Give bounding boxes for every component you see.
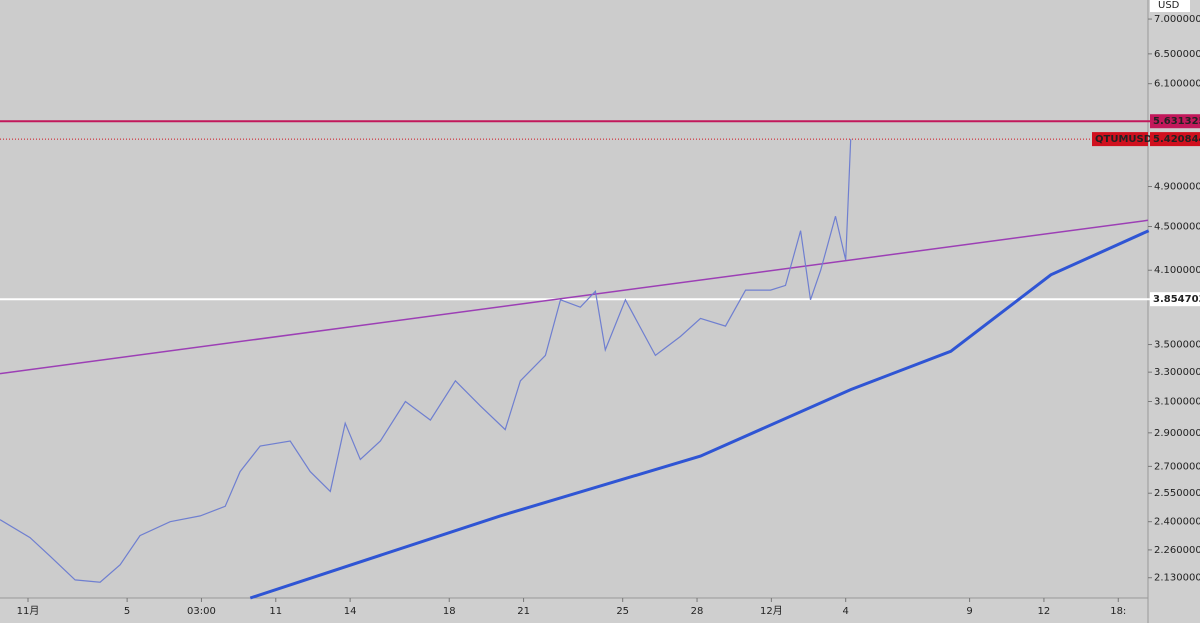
y-tick-label: 3.3000000 (1154, 367, 1200, 378)
x-tick-label: 9 (966, 606, 972, 617)
x-tick-label: 4 (843, 606, 849, 617)
y-tick-label: 4.9000000 (1154, 182, 1200, 193)
level-tag (1150, 114, 1200, 129)
x-tick-label: 12 (1038, 606, 1051, 617)
series-name: QTUMUSD (1095, 134, 1152, 145)
y-tick-label: 4.1000000 (1154, 265, 1200, 276)
x-tick-label: 5 (124, 606, 130, 617)
y-tick-label: 3.5000000 (1154, 340, 1200, 351)
x-tick-label: 18 (443, 606, 456, 617)
x-tick-label: 28 (691, 606, 704, 617)
y-tick-label: 6.1000000 (1154, 79, 1200, 90)
price-label: 5.4208445 (1153, 134, 1200, 145)
x-tick-label: 11月 (17, 605, 40, 617)
y-axis-label: USD (1158, 0, 1180, 11)
x-tick-label: 14 (344, 606, 357, 617)
x-tick-label: 21 (517, 606, 530, 617)
y-tick-label: 2.7000000 (1154, 461, 1200, 472)
level-label: 5.6313250 (1153, 116, 1200, 127)
y-tick-label: 2.9000000 (1154, 428, 1200, 439)
y-tick-label: 7.0000000 (1154, 14, 1200, 25)
y-tick-label: 2.4000000 (1154, 517, 1200, 528)
y-tick-label: 4.5000000 (1154, 222, 1200, 233)
y-tick-label: 2.5500000 (1154, 488, 1200, 499)
x-tick-label: 25 (616, 606, 629, 617)
x-tick-label: 12月 (760, 605, 783, 617)
x-tick-label: 18: (1110, 606, 1126, 617)
price-line (0, 139, 852, 583)
series-tag (1092, 132, 1148, 147)
level-tag (1150, 292, 1200, 307)
y-tick-label: 2.2600000 (1154, 545, 1200, 556)
trendline (249, 229, 1150, 600)
level-label: 3.8547035 (1153, 294, 1200, 305)
price-tag (1150, 132, 1200, 147)
y-tick-label: 6.5000000 (1154, 49, 1200, 60)
trendline (0, 219, 1149, 375)
y-tick-label: 3.1000000 (1154, 397, 1200, 408)
y-tick-label: 2.1300000 (1154, 573, 1200, 584)
x-tick-label: 11 (269, 606, 282, 617)
unit-box (1150, 0, 1190, 12)
x-tick-label: 03:00 (187, 606, 216, 617)
